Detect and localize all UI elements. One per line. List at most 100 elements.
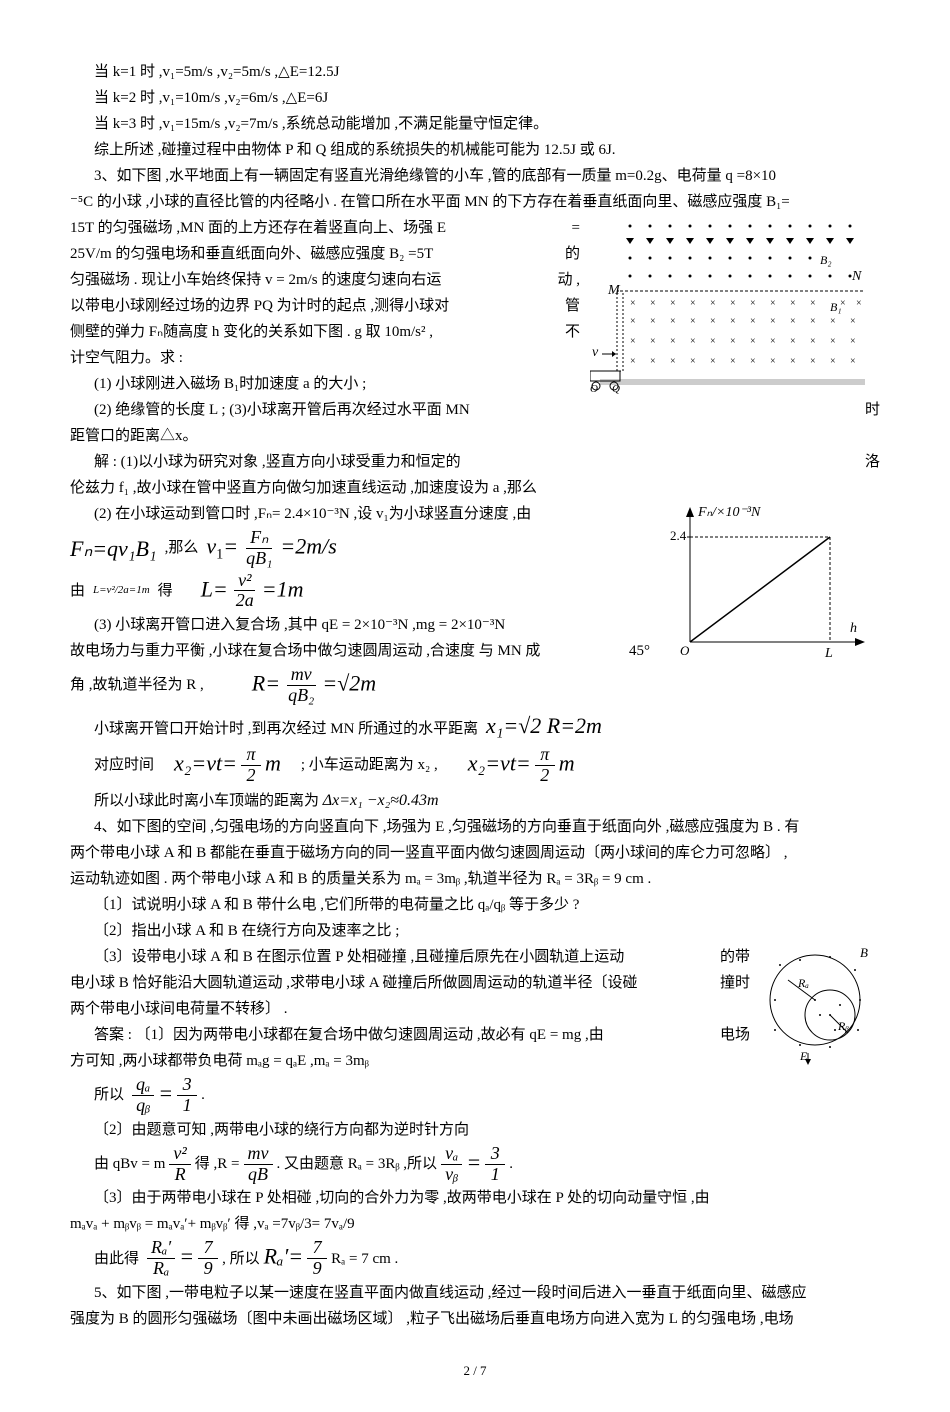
svg-text:×: × [830, 336, 836, 347]
q4-sub1: 〔1〕试说明小球 A 和 B 带什么电 ,它们所带的电荷量之比 qₐ/qᵦ 等于… [70, 893, 880, 917]
field-diagram-svg: M N B₂ B₁ ×××××××××××× ×××××××××××× ××××… [590, 216, 880, 396]
svg-text:×: × [856, 298, 862, 309]
svg-text:×: × [810, 316, 816, 327]
circles-svg: B Rₐ Rᵦ E [760, 945, 880, 1065]
q4-ans1a: 答案 : 〔1〕因为两带电小球都在复合场中做匀速圆周运动 ,故必有 qE = m… [70, 1023, 880, 1047]
svg-text:×: × [630, 336, 636, 347]
svg-text:×: × [840, 298, 846, 309]
q3-p1a: 3、如下图 ,水平地面上有一辆固定有竖直光滑绝缘管的小车 ,管的底部有一质量 m… [70, 164, 880, 188]
svg-text:×: × [730, 298, 736, 309]
q3-formula-r: 角 ,故轨道半径为 R , R=mvqB₂=√2m [70, 665, 880, 706]
svg-text:×: × [630, 298, 636, 309]
svg-text:×: × [810, 336, 816, 347]
svg-text:×: × [670, 336, 676, 347]
page-number: 2 / 7 [70, 1361, 880, 1382]
q4-sub3c: 两个带电小球间电荷量不转移〕 . [70, 997, 880, 1021]
svg-text:Fₙ/×10⁻³N: Fₙ/×10⁻³N [697, 505, 761, 520]
svg-text:L: L [824, 646, 833, 661]
q4-sub2: 〔2〕指出小球 A 和 B 在绕行方向及速率之比 ; [70, 919, 880, 943]
svg-text:×: × [790, 316, 796, 327]
intro-k3: 当 k=3 时 ,v₁=15m/s ,v₂=7m/s ,系统总动能增加 ,不满足… [70, 112, 880, 136]
svg-text:×: × [830, 356, 836, 367]
svg-text:O: O [590, 383, 598, 395]
q4-p3: 运动轨迹如图 . 两个带电小球 A 和 B 的质量关系为 mₐ = 3mᵦ ,轨… [70, 867, 880, 891]
svg-text:×: × [810, 356, 816, 367]
q3-sol1: 解 : (1)以小球为研究对象 ,竖直方向小球受重力和恒定的洛 [70, 450, 880, 474]
svg-text:×: × [630, 356, 636, 367]
q3-sol9: 所以小球此时离小车顶端的距离为 Δx=x₁ −x₂≈0.43m [70, 788, 880, 814]
svg-text:×: × [650, 316, 656, 327]
svg-text:×: × [770, 336, 776, 347]
svg-text:×: × [750, 356, 756, 367]
svg-text:×: × [690, 356, 696, 367]
svg-text:N: N [851, 269, 862, 284]
svg-text:×: × [650, 356, 656, 367]
q3-p1b: ⁻⁵C 的小球 ,小球的直径比管的内径略小 . 在管口所在水平面 MN 的下方存… [70, 190, 880, 214]
svg-text:×: × [650, 298, 656, 309]
svg-text:O: O [680, 643, 690, 658]
svg-text:×: × [710, 336, 716, 347]
fn-h-graph-svg: Fₙ/×10⁻³N 2.4 h L O [660, 502, 880, 662]
q4-ans2a: 〔2〕由题意可知 ,两带电小球的绕行方向都为逆时针方向 [70, 1118, 880, 1142]
q3-p10: 距管口的距离△x。 [70, 424, 880, 448]
q4-ans3a: 〔3〕由于两带电小球在 P 处相碰 ,切向的合外力为零 ,故两带电小球在 P 处… [70, 1186, 880, 1210]
q3-p9: (2) 绝缘管的长度 L ; (3)小球离开管后再次经过水平面 MN时 [70, 398, 880, 422]
q4-sub3b: 电小球 B 恰好能沿大圆轨道运动 ,求带电小球 A 碰撞后所做圆周运动的轨道半径… [70, 971, 880, 995]
q3-formula-fn: Fₙ=qv₁B₁ ,那么 v1=FₙqB₁=2m/s [70, 528, 650, 569]
svg-text:×: × [790, 356, 796, 367]
svg-text:×: × [690, 336, 696, 347]
svg-text:×: × [690, 298, 696, 309]
diagram-1: M N B₂ B₁ ×××××××××××× ×××××××××××× ××××… [590, 216, 880, 396]
svg-text:×: × [750, 316, 756, 327]
intro-summary: 综上所述 ,碰撞过程中由物体 P 和 Q 组成的系统损失的机械能可能为 12.5… [70, 138, 880, 162]
q3-sol8: 对应时间 x₂=vt=π2m ; 小车运动距离为 x₂ , x₂=vt=π2m [70, 745, 880, 786]
svg-text:×: × [670, 316, 676, 327]
svg-text:×: × [670, 298, 676, 309]
intro-k1: 当 k=1 时 ,v₁=5m/s ,v₂=5m/s ,△E=12.5J [70, 60, 880, 84]
svg-text:B: B [860, 945, 868, 960]
svg-text:×: × [850, 336, 856, 347]
diagram-circles: B Rₐ Rᵦ E [760, 945, 880, 1065]
q4-ans1c: 所以 qₐqᵦ=31 . [70, 1075, 880, 1116]
svg-text:×: × [630, 316, 636, 327]
intro-k2: 当 k=2 时 ,v₁=10m/s ,v₂=6m/s ,△E=6J [70, 86, 880, 110]
svg-text:h: h [850, 621, 857, 636]
svg-text:Rₐ: Rₐ [797, 976, 809, 990]
svg-text:×: × [790, 336, 796, 347]
q4-p1: 4、如下图的空间 ,匀强电场的方向竖直向下 ,场强为 E ,匀强磁场的方向垂直于… [70, 815, 880, 839]
svg-text:Rᵦ: Rᵦ [837, 1019, 849, 1033]
svg-text:×: × [730, 336, 736, 347]
q4-ans3c: 由此得 Rₐ′Rₐ=79 , 所以 Rₐ′=79 Rₐ = 7 cm . [70, 1238, 880, 1279]
svg-text:×: × [670, 356, 676, 367]
svg-text:×: × [750, 336, 756, 347]
svg-text:×: × [770, 356, 776, 367]
svg-text:×: × [710, 298, 716, 309]
q3-sol2: 伦兹力 f₁ ,故小球在管中竖直方向做匀加速直线运动 ,加速度设为 a ,那么 [70, 476, 880, 500]
svg-text:×: × [850, 356, 856, 367]
svg-text:Q: Q [612, 383, 620, 395]
svg-text:×: × [790, 298, 796, 309]
svg-text:×: × [690, 316, 696, 327]
svg-text:×: × [750, 298, 756, 309]
q5-p1: 5、如下图 ,一带电粒子以某一速度在竖直平面内做直线运动 ,经过一段时间后进入一… [70, 1281, 880, 1305]
q3-formula-l: 由 L=v²/2a=1m 得 L=v²2a=1m [70, 571, 650, 612]
q4-ans3b: mₐvₐ + mᵦvᵦ = mₐvₐ′+ mᵦvᵦ′ 得 ,vₐ =7vᵦ/3=… [70, 1212, 880, 1236]
svg-text:×: × [770, 316, 776, 327]
svg-text:B₂: B₂ [820, 253, 832, 267]
svg-text:×: × [730, 356, 736, 367]
q4-sub3a: 〔3〕设带电小球 A 和 B 在图示位置 P 处相碰撞 ,且碰撞后原先在小圆轨道… [70, 945, 880, 969]
svg-text:×: × [710, 316, 716, 327]
svg-text:×: × [850, 316, 856, 327]
q5-p2: 强度为 B 的圆形匀强磁场〔图中未画出磁场区域〕 ,粒子飞出磁场后垂直电场方向进… [70, 1307, 880, 1331]
q4-p2: 两个带电小球 A 和 B 都能在垂直于磁场方向的同一竖直平面内做匀速圆周运动〔两… [70, 841, 880, 865]
q4-ans1b: 方可知 ,两小球都带负电荷 mₐg = qₐE ,mₐ = 3mᵦ [70, 1049, 880, 1073]
svg-text:×: × [650, 336, 656, 347]
q3-sol7: 小球离开管口开始计时 ,到再次经过 MN 所通过的水平距离 x₁=√2 R=2m [70, 708, 880, 743]
diagram-graph: Fₙ/×10⁻³N 2.4 h L O [660, 502, 880, 662]
svg-text:×: × [830, 316, 836, 327]
svg-text:×: × [730, 316, 736, 327]
svg-text:×: × [710, 356, 716, 367]
svg-text:v: v [592, 345, 599, 360]
svg-text:2.4: 2.4 [670, 528, 687, 543]
q4-ans2b: 由 qBv = m v²R 得 ,R = mvqB . 又由题意 Rₐ = 3R… [70, 1144, 880, 1185]
